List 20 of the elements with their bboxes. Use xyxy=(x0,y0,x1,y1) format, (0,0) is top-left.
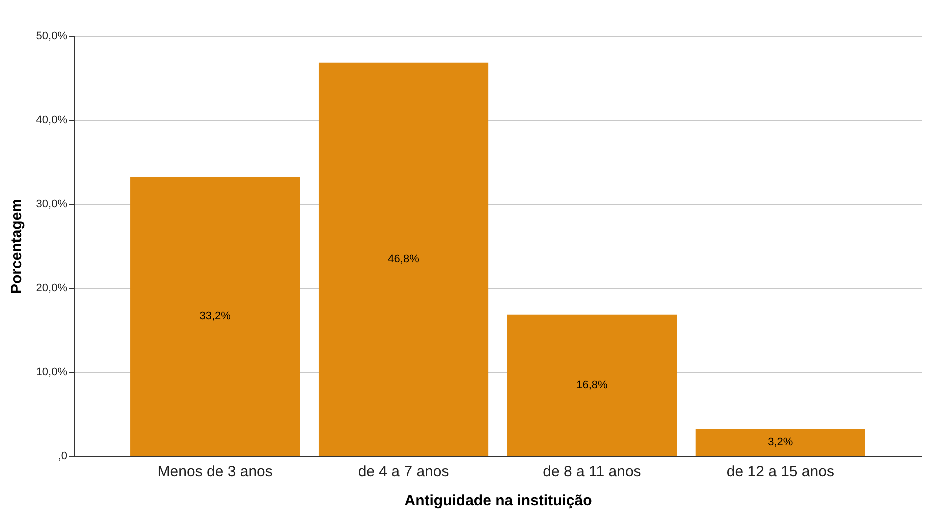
y-tick-label: 10,0% xyxy=(36,366,68,378)
y-tick-label: 20,0% xyxy=(36,282,68,294)
bar xyxy=(318,62,489,456)
data-label: 16,8% xyxy=(576,379,608,392)
x-tick-label: de 12 a 15 anos xyxy=(726,464,834,480)
data-label: 3,2% xyxy=(768,436,794,449)
y-tick-label: 30,0% xyxy=(36,198,68,210)
bar xyxy=(130,177,300,456)
bar xyxy=(696,429,866,456)
y-tick-label: 50,0% xyxy=(36,30,68,42)
data-label: 46,8% xyxy=(388,253,420,266)
x-tick-label: Menos de 3 anos xyxy=(158,464,273,480)
y-tick-label: ,0 xyxy=(58,450,68,462)
x-tick-label: de 4 a 7 anos xyxy=(358,464,450,480)
x-axis-title: Antiguidade na instituição xyxy=(404,492,592,510)
bar xyxy=(507,314,678,456)
y-axis-title: Porcentagem xyxy=(8,198,26,294)
data-label: 33,2% xyxy=(200,310,232,323)
y-tick-label: 40,0% xyxy=(36,114,68,126)
x-tick-label: de 8 a 11 anos xyxy=(543,464,642,480)
